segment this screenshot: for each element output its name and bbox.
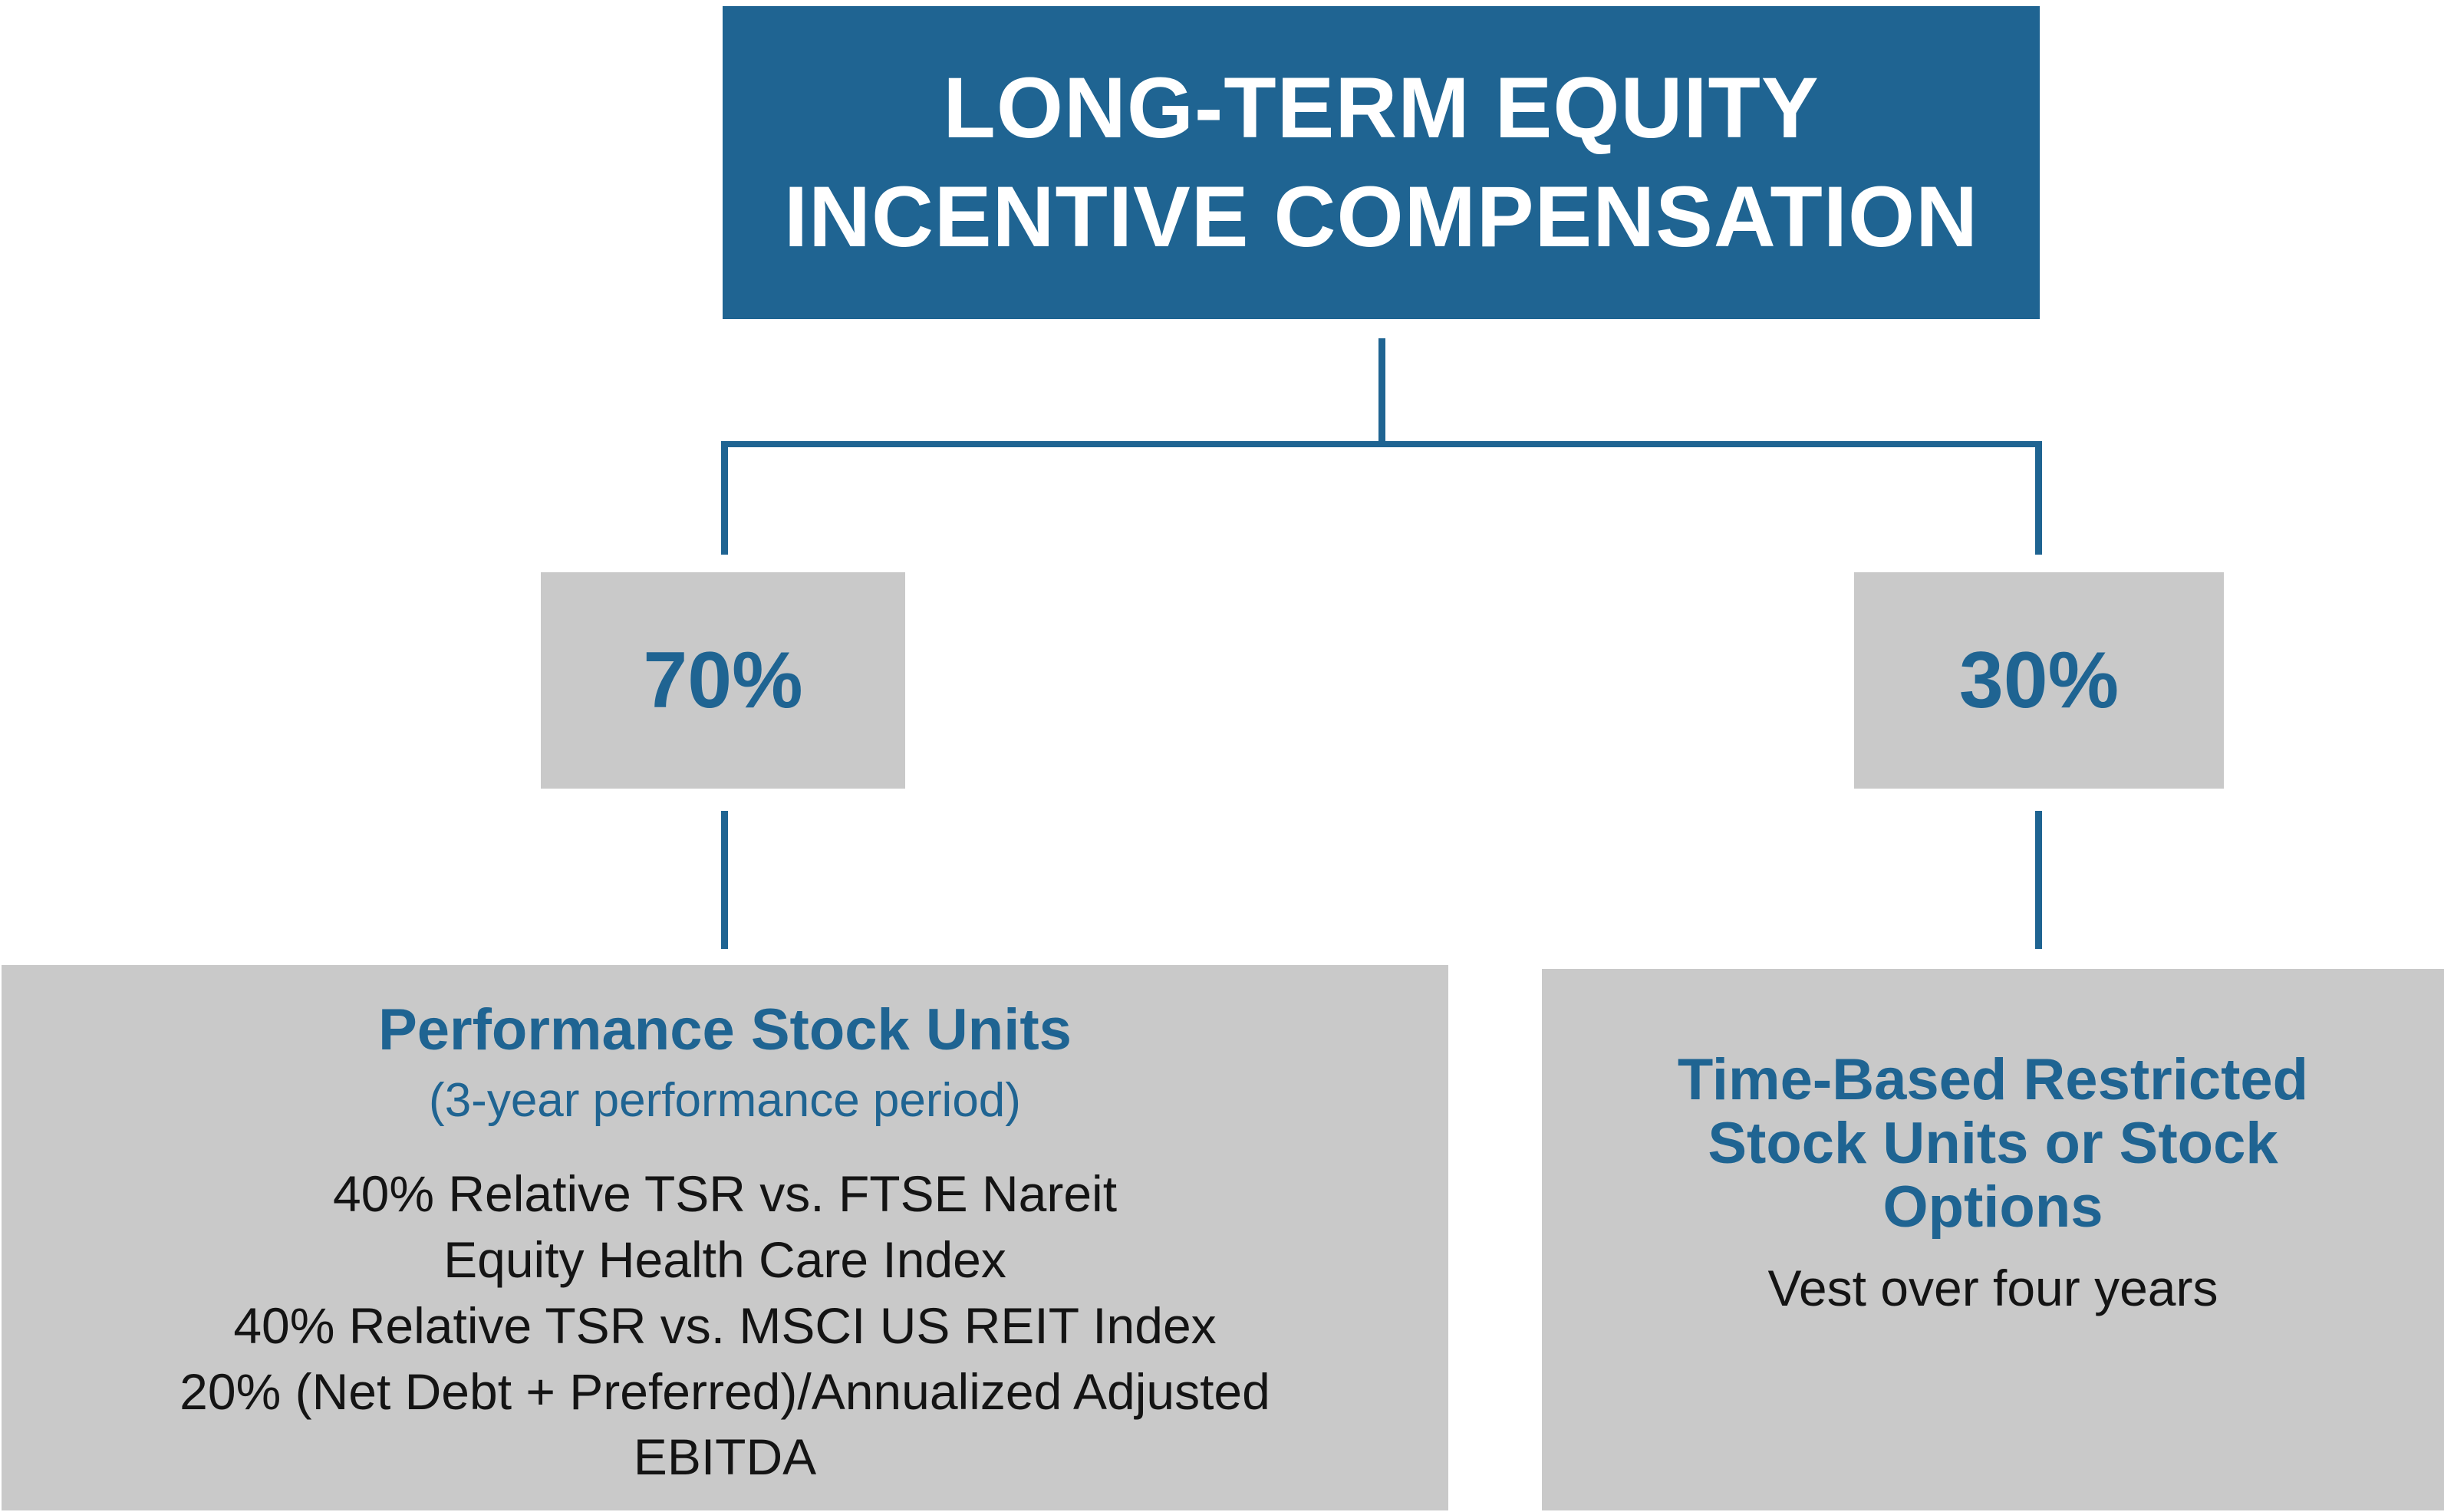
connector-horizontal-bar xyxy=(721,441,2042,447)
performance-stock-units-title: Performance Stock Units xyxy=(378,997,1072,1062)
time-based-rsu-box: Time-Based Restricted Stock Units or Sto… xyxy=(1542,969,2444,1510)
connector-left-to-detail xyxy=(721,811,728,949)
left-percentage-label: 70% xyxy=(643,635,803,725)
metric-line: EBITDA xyxy=(633,1428,817,1486)
connector-stem xyxy=(1378,338,1385,447)
connector-drop-right xyxy=(2035,447,2042,555)
metric-line: 40% Relative TSR vs. FTSE Nareit xyxy=(332,1165,1118,1223)
right-percentage-box: 30% xyxy=(1854,572,2224,789)
header-title-line1: LONG-TERM EQUITY xyxy=(943,59,1820,156)
metric-line: Equity Health Care Index xyxy=(443,1230,1006,1288)
connector-drop-left xyxy=(721,447,728,555)
rsu-title-line: Options xyxy=(1882,1174,2103,1240)
rsu-title-line: Time-Based Restricted xyxy=(1677,1047,2309,1112)
vesting-text: Vest over four years xyxy=(1767,1260,2218,1317)
rsu-title-line: Stock Units or Stock xyxy=(1708,1110,2278,1176)
left-percentage-box: 70% xyxy=(541,572,905,789)
performance-metrics-text: 40% Relative TSR vs. FTSE Nareit Equity … xyxy=(2,1161,1448,1491)
metric-line: 20% (Net Debt + Preferred)/Annualized Ad… xyxy=(180,1362,1270,1420)
connector-right-to-detail xyxy=(2035,811,2042,949)
header-box: LONG-TERM EQUITY INCENTIVE COMPENSATION xyxy=(723,6,2040,319)
performance-period-subtitle: (3-year performance period) xyxy=(429,1074,1021,1128)
header-title-line2: INCENTIVE COMPENSATION xyxy=(784,169,1978,265)
right-percentage-label: 30% xyxy=(1958,635,2120,725)
performance-stock-units-box: Performance Stock Units (3-year performa… xyxy=(2,965,1448,1510)
metric-line: 40% Relative TSR vs. MSCI US REIT Index xyxy=(233,1296,1217,1354)
